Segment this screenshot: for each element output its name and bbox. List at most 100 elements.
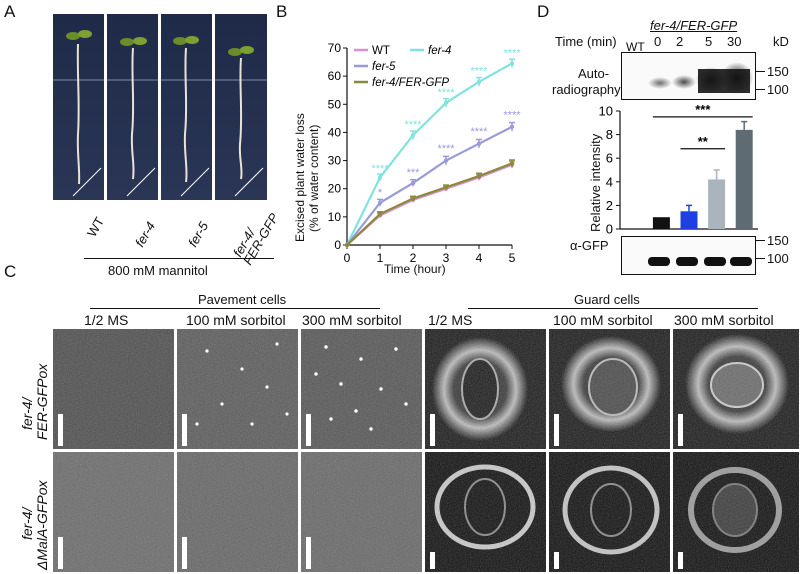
y-tick-label: 8 bbox=[606, 127, 613, 142]
legend-item: fer-4 bbox=[410, 45, 451, 57]
series-fer-4-fer-gfp bbox=[344, 159, 515, 248]
genotype-label-fer-4: fer-4 bbox=[132, 219, 159, 250]
significance-label: **** bbox=[503, 109, 521, 121]
condition-label-6: 300 mM sorbitol bbox=[674, 312, 774, 328]
y-tick-label: 50 bbox=[328, 97, 342, 111]
genotype-label-wt: WT bbox=[84, 214, 108, 240]
bar bbox=[708, 179, 726, 229]
data-point bbox=[410, 180, 416, 186]
pavement-group-line bbox=[90, 308, 380, 309]
intensity-significance: ***** bbox=[652, 103, 753, 150]
pavement-group-label: Pavement cells bbox=[198, 292, 287, 307]
data-point bbox=[476, 141, 482, 146]
y-tick-label: 10 bbox=[599, 104, 613, 119]
bar bbox=[680, 211, 698, 229]
micrograph-row1-guard-300-sorbitol bbox=[673, 329, 799, 449]
condition-label-1: 1/2 MS bbox=[84, 312, 129, 328]
marker-tick-100-top bbox=[755, 89, 765, 90]
significance-label: **** bbox=[503, 47, 521, 59]
row1-label-line2: FER-GFPox bbox=[34, 363, 50, 440]
condition-label-3: 300 mM sorbitol bbox=[302, 312, 402, 328]
y-tick-label: 70 bbox=[328, 41, 342, 55]
data-point bbox=[509, 124, 515, 129]
micrograph-row2-guard-half-ms bbox=[425, 452, 546, 572]
data-point bbox=[410, 133, 416, 138]
legend-label: WT bbox=[372, 45, 390, 57]
intensity-axes: 0 2 4 6 8 10 bbox=[599, 104, 758, 236]
x-tick-label: 2 bbox=[410, 251, 417, 265]
lane-label-2: 2 bbox=[676, 34, 684, 49]
water-loss-xlabel: Time (hour) bbox=[384, 262, 446, 276]
significance-label: * bbox=[378, 187, 383, 199]
condition-label-2: 100 mM sorbitol bbox=[186, 312, 286, 328]
bar bbox=[652, 217, 670, 229]
kd-label: kD bbox=[773, 34, 789, 49]
micrograph-row1-pavement-half-ms bbox=[53, 329, 174, 449]
data-point bbox=[410, 196, 416, 201]
x-tick-label: 1 bbox=[377, 251, 384, 265]
autoradiography-blot bbox=[621, 52, 756, 100]
data-point bbox=[443, 100, 449, 106]
construct-label: fer-4/FER-GFP bbox=[650, 18, 738, 33]
significance-label: *** bbox=[407, 167, 421, 179]
genotype-label-fer-5: fer-5 bbox=[185, 219, 212, 250]
legend-label: fer-4 bbox=[428, 45, 451, 57]
y-tick-label: 0 bbox=[606, 222, 613, 236]
y-tick-label: 40 bbox=[328, 125, 342, 139]
series-line bbox=[346, 125, 513, 246]
significance-label: *** bbox=[695, 103, 711, 117]
series-line bbox=[346, 162, 513, 246]
anti-gfp-label: α-GFP bbox=[570, 238, 609, 253]
anti-gfp-blot bbox=[621, 236, 756, 275]
data-point bbox=[443, 185, 449, 190]
y-tick-label: 0 bbox=[334, 238, 341, 252]
condition-label-5: 100 mM sorbitol bbox=[553, 312, 653, 328]
data-point bbox=[377, 175, 383, 180]
micrograph-row1-guard-100-sorbitol bbox=[549, 329, 670, 449]
significance-label: **** bbox=[470, 126, 488, 138]
condition-label-4: 1/2 MS bbox=[428, 312, 473, 328]
y-tick-label: 20 bbox=[328, 182, 342, 196]
row2-label-line2: ΔMalA-GFPox bbox=[34, 480, 50, 570]
bar-5 bbox=[708, 169, 726, 229]
seedling-photo-fer-4 bbox=[107, 14, 158, 200]
significance-label: **** bbox=[404, 119, 422, 131]
autoradiography-label-line2: radiography bbox=[552, 82, 621, 97]
treatment-line bbox=[84, 258, 274, 259]
marker-tick-100-bottom bbox=[755, 258, 765, 259]
bar-30 bbox=[735, 120, 753, 229]
water-loss-annotations: ************************************ bbox=[371, 47, 521, 198]
series-fer-4 bbox=[344, 58, 515, 248]
micrograph-row2-pavement-100-sorbitol bbox=[177, 452, 298, 572]
panel-letter-a: A bbox=[4, 2, 16, 21]
micrograph-row1-guard-half-ms bbox=[425, 329, 546, 449]
legend-label: fer-4/FER-GFP bbox=[372, 77, 449, 89]
row2-label-line1: fer-4/ bbox=[19, 507, 35, 540]
water-loss-ylabel-line2: (% of water content) bbox=[307, 124, 321, 232]
seedling-photo-wt bbox=[53, 14, 104, 200]
bar-2 bbox=[680, 204, 698, 229]
marker-tick-150-top bbox=[755, 71, 765, 72]
micrograph-row2-guard-300-sorbitol bbox=[673, 452, 799, 572]
micrograph-row1-pavement-100-sorbitol bbox=[177, 329, 298, 449]
micrograph-row2-guard-100-sorbitol bbox=[549, 452, 670, 572]
marker-100-bottom: 100 bbox=[767, 251, 789, 266]
intensity-ylabel: Relative intensity bbox=[588, 133, 603, 232]
lane-label-wt: WT bbox=[626, 40, 645, 54]
x-tick-label: 0 bbox=[344, 251, 351, 265]
seedling-photos bbox=[53, 14, 267, 200]
micrograph-row2-pavement-300-sorbitol bbox=[301, 452, 422, 572]
legend-item: fer-4/FER-GFP bbox=[354, 77, 449, 89]
data-point bbox=[377, 200, 383, 205]
water-loss-ylabel-line1: Excised plant water loss bbox=[293, 113, 307, 242]
data-point bbox=[377, 211, 383, 217]
x-tick-label: 4 bbox=[476, 251, 483, 265]
seedling-photo-fer-5 bbox=[161, 14, 212, 200]
series-wt bbox=[344, 160, 515, 248]
data-point bbox=[476, 173, 482, 179]
x-tick-label: 3 bbox=[443, 251, 450, 265]
significance-label: **** bbox=[437, 87, 455, 99]
water-loss-series bbox=[344, 58, 515, 248]
lane-label-0: 0 bbox=[654, 34, 662, 49]
